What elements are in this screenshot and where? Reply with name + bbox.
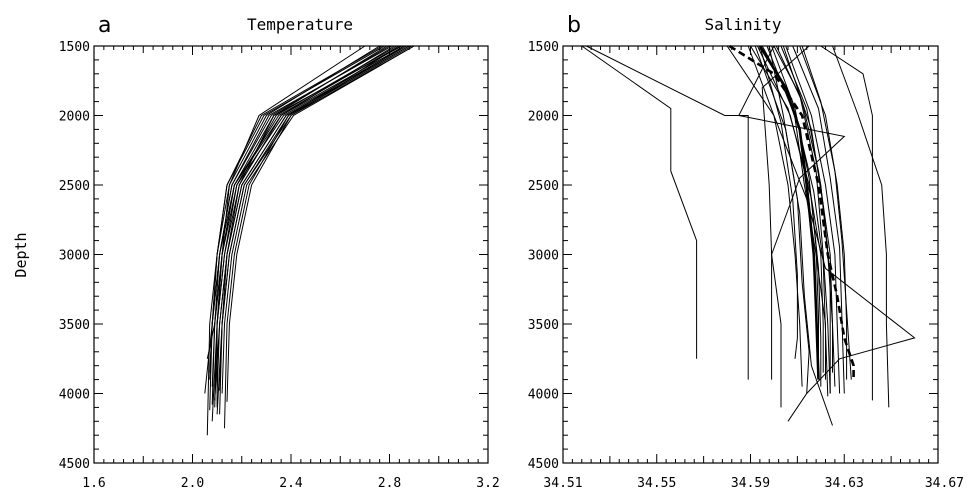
salinity-mean-profile — [728, 44, 855, 380]
temperature-xtick-label: 3.2 — [476, 476, 499, 491]
salinity-xtick-label: 34.59 — [731, 476, 770, 491]
salinity-plot-frame — [562, 45, 939, 464]
temperature-ytick-label: 1500 — [59, 40, 90, 55]
temperature-profile-7 — [221, 45, 415, 394]
temperature-profile-9 — [216, 45, 407, 408]
temperature-ytick-label: 3000 — [59, 249, 90, 264]
temperature-xtick-label: 1.6 — [82, 476, 105, 491]
salinity-profile-24 — [771, 45, 819, 380]
salinity-ytick-label: 4000 — [528, 388, 559, 403]
temperature-profile-17 — [211, 45, 405, 405]
salinity-profile-15 — [754, 45, 833, 426]
salinity-profile-1 — [581, 45, 698, 359]
temperature-panel: a Temperature 1500 2000 2500 3000 3500 4000 45… — [59, 13, 500, 491]
temperature-profile-12 — [224, 45, 412, 429]
temperature-ytick-label: 4500 — [59, 457, 90, 472]
salinity-ytick-label: 4500 — [528, 457, 559, 472]
temperature-axes: 1500 2000 2500 3000 3500 4000 4500 1.6 2.0 2.4 2.8… — [59, 40, 500, 491]
temperature-profiles — [204, 45, 415, 436]
temperature-title: Temperature — [247, 15, 353, 34]
salinity-profile-23 — [801, 45, 852, 380]
temperature-profile-20 — [226, 45, 415, 402]
salinity-xtick-label: 34.51 — [543, 476, 582, 491]
salinity-ytick-label: 2500 — [528, 179, 559, 194]
salinity-ytick-label: 3500 — [528, 318, 559, 333]
salinity-profile-3 — [738, 45, 846, 408]
temperature-ytick-label: 2000 — [59, 110, 90, 125]
panel-letter-a: a — [98, 13, 111, 38]
salinity-bold-profile — [758, 45, 820, 380]
salinity-ytick-label: 3000 — [528, 249, 559, 264]
salinity-title: Salinity — [704, 15, 781, 34]
salinity-xtick-label: 34.67 — [925, 476, 964, 491]
temperature-profile-13 — [214, 45, 398, 408]
temperature-ytick-label: 4000 — [59, 388, 90, 403]
salinity-profile-9 — [820, 45, 873, 401]
temperature-ytick-label: 3500 — [59, 318, 90, 333]
y-axis-label: Depth — [12, 232, 30, 277]
salinity-profile-22 — [747, 45, 803, 387]
temperature-profile-18 — [219, 45, 400, 391]
salinity-profile-10 — [832, 45, 890, 408]
salinity-xtick-label: 34.55 — [637, 476, 676, 491]
salinity-profile-13 — [768, 45, 810, 394]
salinity-xtick-label: 34.63 — [825, 476, 864, 491]
salinity-profile-16 — [775, 45, 833, 373]
panel-letter-b: b — [567, 13, 581, 38]
salinity-profile-11 — [726, 45, 916, 422]
salinity-profile-21 — [782, 45, 831, 394]
salinity-profiles — [581, 44, 916, 426]
temperature-profile-19 — [209, 45, 383, 411]
salinity-ytick-label: 2000 — [528, 110, 559, 125]
temperature-xtick-label: 2.0 — [181, 476, 204, 491]
temperature-profile-5 — [206, 45, 380, 436]
salinity-panel: b Salinity 1500 2000 2500 3000 3500 4000 4500 3… — [528, 13, 964, 491]
salinity-ytick-label: 1500 — [528, 40, 559, 55]
temperature-xtick-label: 2.8 — [378, 476, 401, 491]
temperature-ytick-label: 2500 — [59, 179, 90, 194]
salinity-profile-19 — [759, 45, 798, 359]
temperature-profile-16 — [216, 45, 388, 394]
salinity-profile-14 — [785, 45, 841, 394]
temperature-profile-10 — [211, 45, 403, 387]
temperature-profile-3 — [204, 45, 390, 394]
salinity-profile-2 — [586, 45, 749, 380]
salinity-axes: 1500 2000 2500 3000 3500 4000 4500 34.51 34.55 34… — [528, 40, 964, 491]
temperature-profile-6 — [211, 45, 395, 422]
temperature-xtick-label: 2.4 — [279, 476, 303, 491]
